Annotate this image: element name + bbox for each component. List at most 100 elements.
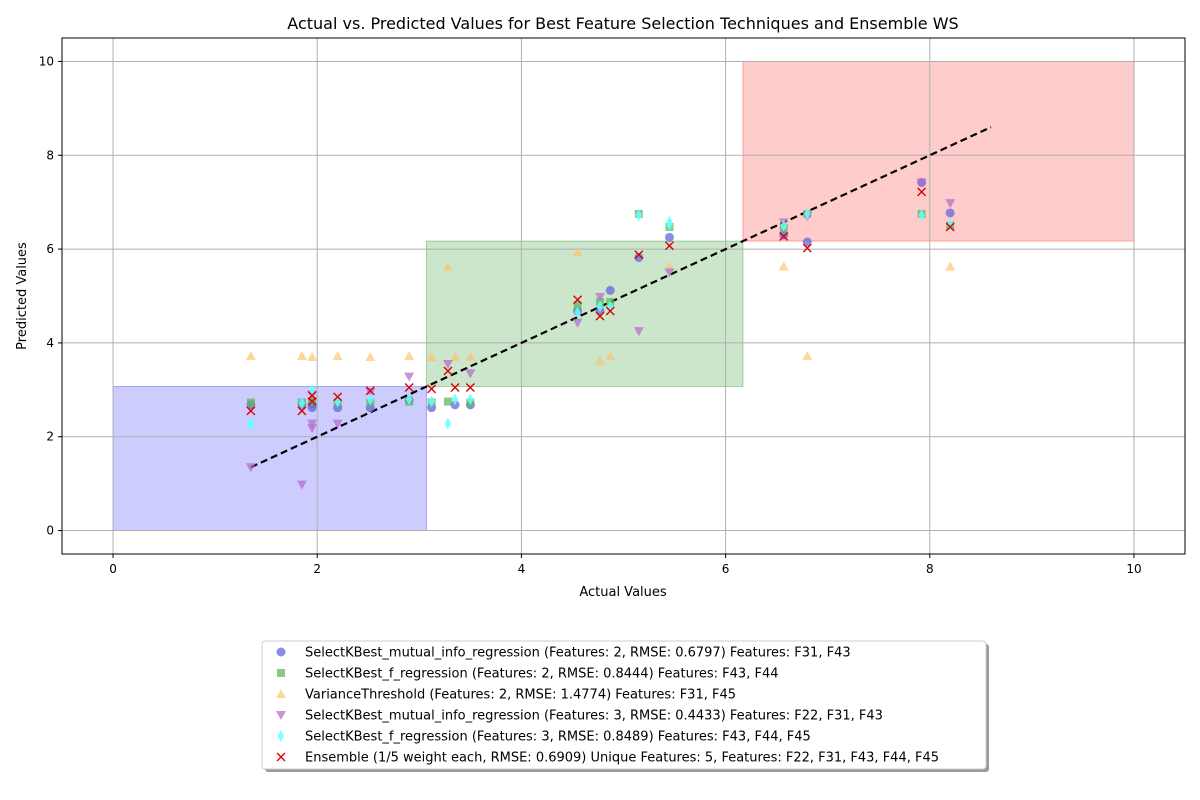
series-5-point: [247, 419, 255, 431]
series-6-point: [307, 397, 317, 407]
series-6-point: [404, 382, 414, 392]
series-5-point: [428, 395, 435, 408]
legend-label: VarianceThreshold (Features: 2, RMSE: 1.…: [305, 688, 736, 703]
legend-item-2: SelectKBest_f_regression (Features: 2, R…: [277, 667, 779, 682]
series-4-point: [245, 463, 256, 473]
series-6-point: [664, 241, 674, 251]
series-4-point: [307, 424, 318, 434]
legend-box: [261, 640, 987, 770]
x-tick-label: 2: [313, 562, 321, 576]
series-3-point: [572, 247, 583, 257]
series-4-point: [916, 178, 927, 188]
legend-item-4: SelectKBest_mutual_info_regression (Feat…: [276, 709, 883, 724]
series-6-point: [802, 243, 812, 253]
series-5-point: [666, 215, 673, 228]
series-5-point: [596, 300, 604, 313]
legend: SelectKBest_mutual_info_regression (Feat…: [261, 640, 989, 772]
series-6-point: [573, 295, 583, 305]
series-4-point: [296, 480, 307, 490]
series-3-point: [945, 261, 956, 271]
series-3-point: [465, 351, 476, 361]
series-3-point: [404, 351, 415, 361]
series-5-point: [444, 417, 452, 430]
legend-items: SelectKBest_mutual_info_regression (Feat…: [276, 646, 939, 766]
x-tick-label: 10: [1126, 562, 1141, 576]
series-3-point: [442, 261, 453, 271]
series-5-point: [298, 396, 306, 409]
x-axis-ticks: 0 2 4 6 8 10: [109, 554, 1142, 576]
gridlines: [62, 38, 1185, 554]
legend-label: SelectKBest_mutual_info_regression (Feat…: [305, 709, 883, 724]
legend-label: Ensemble (1/5 weight each, RMSE: 0.6909)…: [305, 751, 939, 766]
series-3-point: [307, 351, 318, 361]
series-6-point: [595, 311, 605, 321]
chart-title: Actual vs. Predicted Values for Best Fea…: [287, 14, 958, 33]
legend-label: SelectKBest_f_regression (Features: 2, R…: [305, 667, 779, 682]
legend-label: SelectKBest_mutual_info_regression (Feat…: [305, 646, 851, 661]
series-1-point: [802, 237, 812, 247]
series-3: [245, 247, 956, 365]
series-3-point: [664, 261, 675, 271]
x-tick-label: 0: [109, 562, 117, 576]
x-tick-label: 4: [518, 562, 526, 576]
series-1-point: [945, 208, 955, 218]
series-6-point: [779, 231, 789, 241]
series-4-point: [664, 268, 675, 278]
legend-marker: [276, 711, 286, 720]
legend-marker: [276, 689, 286, 698]
series-4-point: [945, 199, 956, 209]
series-6-point: [443, 366, 453, 376]
series-4-point: [442, 360, 453, 370]
y-tick-label: 2: [46, 430, 54, 444]
series-1-point: [634, 253, 644, 263]
series-4-point: [595, 292, 606, 302]
series-5-point: [574, 306, 581, 319]
series-3-point: [605, 351, 616, 361]
series-5-point: [918, 209, 925, 222]
series-6-point: [427, 384, 437, 394]
legend-item-3: VarianceThreshold (Features: 2, RMSE: 1.…: [276, 688, 736, 703]
series-6-point: [634, 250, 644, 260]
series-3-point: [245, 351, 256, 361]
y-tick-label: 8: [46, 148, 54, 162]
x-tick-label: 8: [926, 562, 934, 576]
series-6-point: [297, 406, 307, 416]
series-2-point: [573, 301, 582, 310]
series-3-point: [802, 351, 813, 361]
series-6-point: [605, 306, 615, 316]
series-4-point: [332, 419, 343, 429]
y-axis-label: Predicted Values: [15, 242, 30, 350]
series-6-point: [450, 382, 460, 392]
legend-marker: [276, 647, 286, 657]
series-6-point: [917, 187, 927, 197]
series-6-point: [465, 382, 475, 392]
series-4-point: [465, 369, 476, 379]
series-5-point: [451, 393, 459, 406]
x-axis-label: Actual Values: [579, 585, 667, 600]
series-5-point: [308, 383, 316, 396]
series-6-point: [365, 386, 375, 396]
series-3-point: [365, 351, 376, 361]
legend-item-1: SelectKBest_mutual_info_regression (Feat…: [276, 646, 851, 661]
trend-line: [250, 126, 992, 469]
series-4-point: [307, 419, 318, 429]
series-5-point: [635, 209, 643, 222]
series-4-point: [404, 372, 415, 382]
series-5-point: [405, 393, 413, 406]
legend-item-5: SelectKBest_f_regression (Features: 3, R…: [277, 730, 811, 745]
series-1-point: [779, 230, 789, 240]
series-5-point: [804, 207, 811, 220]
series-6-point: [333, 392, 343, 402]
series-2-point: [443, 397, 452, 406]
series-5-point: [780, 219, 787, 232]
series-5-point: [467, 393, 474, 406]
y-tick-label: 10: [39, 54, 54, 68]
y-tick-label: 0: [46, 524, 54, 538]
series-4-point: [633, 327, 644, 337]
x-tick-label: 6: [722, 562, 730, 576]
series-1-point: [605, 285, 615, 295]
series-3-point: [426, 351, 437, 361]
legend-marker: [277, 669, 285, 677]
series-6-point: [246, 406, 256, 416]
series-3-point: [332, 351, 343, 361]
